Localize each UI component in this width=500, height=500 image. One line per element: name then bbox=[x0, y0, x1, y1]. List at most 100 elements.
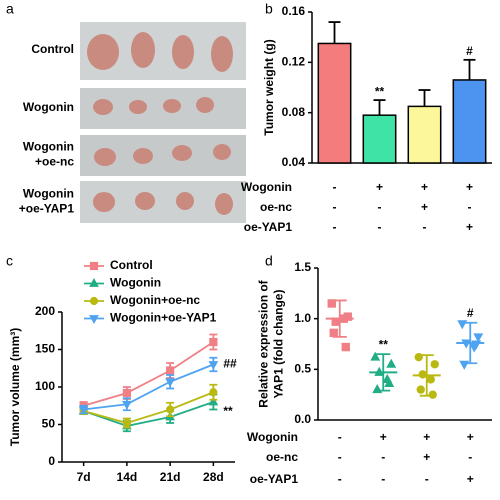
marker bbox=[122, 418, 131, 428]
y-tick-label: 150 bbox=[35, 342, 55, 356]
bar bbox=[407, 105, 442, 164]
treatment-mark: - bbox=[338, 472, 342, 486]
marker bbox=[370, 351, 381, 361]
treatment-mark: + bbox=[423, 430, 430, 444]
treatment-mark: + bbox=[421, 200, 428, 214]
treatment-mark: - bbox=[381, 472, 385, 486]
marker bbox=[414, 352, 423, 362]
legend-label: Control bbox=[110, 258, 153, 272]
panel-label: d bbox=[265, 253, 273, 269]
marker bbox=[166, 366, 175, 375]
y-tick-label: 1.5 bbox=[294, 260, 311, 274]
annotation: ** bbox=[375, 84, 385, 98]
marker bbox=[459, 360, 470, 370]
marker bbox=[384, 377, 395, 387]
y-tick-label: 0.0 bbox=[294, 412, 311, 426]
marker bbox=[89, 315, 99, 324]
marker bbox=[329, 328, 338, 338]
row-label: Wogonin bbox=[23, 100, 74, 114]
legend-label: Wogonin+oe-YAP1 bbox=[110, 311, 217, 325]
treatment-mark: - bbox=[381, 450, 385, 464]
panel-label: b bbox=[265, 1, 273, 17]
panel-label: c bbox=[6, 253, 13, 269]
row-label: Wogonin bbox=[23, 187, 74, 201]
y-tick-label: 1.0 bbox=[294, 311, 311, 325]
y-tick-label: 100 bbox=[35, 379, 55, 393]
treatment-label: oe-YAP1 bbox=[244, 220, 293, 234]
treatment-label: oe-nc bbox=[260, 200, 292, 214]
treatment-mark: - bbox=[378, 220, 382, 234]
marker bbox=[372, 384, 383, 394]
treatment-mark: + bbox=[421, 180, 428, 194]
marker bbox=[471, 340, 482, 350]
annotation: ## bbox=[223, 357, 237, 371]
line bbox=[83, 363, 214, 411]
row-label: Wogonin bbox=[23, 140, 74, 154]
row-label: +oe-nc bbox=[35, 155, 74, 169]
treatment-mark: - bbox=[468, 450, 472, 464]
annotation: ** bbox=[223, 404, 233, 418]
legend-label: Wogonin bbox=[110, 276, 161, 290]
treatment-mark: + bbox=[467, 472, 474, 486]
marker bbox=[209, 388, 218, 397]
line bbox=[83, 341, 214, 407]
bar bbox=[362, 114, 397, 164]
line bbox=[83, 401, 214, 427]
x-tick-label: 21d bbox=[160, 470, 181, 484]
treatment-mark: + bbox=[467, 430, 474, 444]
marker bbox=[208, 361, 219, 370]
y-tick-label: 0.04 bbox=[282, 155, 306, 169]
treatment-label: Wogonin bbox=[247, 430, 298, 444]
marker bbox=[331, 317, 340, 326]
line bbox=[83, 391, 214, 424]
panel-label: a bbox=[6, 1, 14, 17]
treatment-mark: - bbox=[338, 450, 342, 464]
marker bbox=[89, 261, 99, 271]
annotation: ** bbox=[379, 337, 389, 351]
marker bbox=[122, 388, 131, 398]
treatment-label: oe-YAP1 bbox=[250, 472, 299, 486]
annotation: # bbox=[466, 44, 473, 58]
row-label: Control bbox=[31, 42, 74, 56]
y-axis-label: Tumor weight (g) bbox=[262, 39, 276, 135]
marker bbox=[426, 375, 435, 384]
y-tick-label: 0.5 bbox=[294, 362, 311, 376]
marker bbox=[418, 370, 427, 379]
treatment-label: Wogonin bbox=[241, 180, 292, 194]
treatment-mark: - bbox=[423, 220, 427, 234]
marker bbox=[122, 400, 132, 410]
y-axis-label: YAP1 (fold change) bbox=[272, 290, 286, 399]
y-tick-label: 0.16 bbox=[282, 4, 306, 18]
treatment-mark: - bbox=[333, 220, 337, 234]
annotation: # bbox=[467, 306, 474, 320]
marker bbox=[428, 390, 437, 399]
marker bbox=[208, 396, 219, 406]
marker bbox=[341, 342, 350, 352]
bar bbox=[317, 42, 352, 164]
marker bbox=[166, 405, 175, 414]
treatment-mark: + bbox=[423, 450, 430, 464]
row-label: +oe-YAP1 bbox=[19, 202, 75, 216]
x-tick-label: 14d bbox=[117, 470, 138, 484]
treatment-mark: + bbox=[380, 430, 387, 444]
treatment-mark: + bbox=[466, 180, 473, 194]
treatment-mark: - bbox=[378, 200, 382, 214]
y-tick-label: 200 bbox=[35, 304, 55, 318]
treatment-mark: - bbox=[333, 180, 337, 194]
treatment-mark: - bbox=[338, 430, 342, 444]
y-tick-label: 0 bbox=[48, 454, 55, 468]
marker bbox=[374, 366, 385, 376]
legend-label: Wogonin+oe-nc bbox=[110, 293, 200, 307]
treatment-mark: - bbox=[333, 200, 337, 214]
treatment-mark: + bbox=[376, 180, 383, 194]
bar bbox=[452, 79, 487, 164]
marker bbox=[89, 296, 99, 306]
marker bbox=[327, 299, 336, 308]
treatment-mark: - bbox=[425, 472, 429, 486]
treatment-mark: - bbox=[468, 200, 472, 214]
y-axis-label: Tumor volume (mm³) bbox=[8, 328, 22, 446]
y-axis-label: Relative expression of bbox=[257, 279, 271, 407]
marker bbox=[461, 339, 472, 349]
x-tick-label: 7d bbox=[77, 470, 91, 484]
